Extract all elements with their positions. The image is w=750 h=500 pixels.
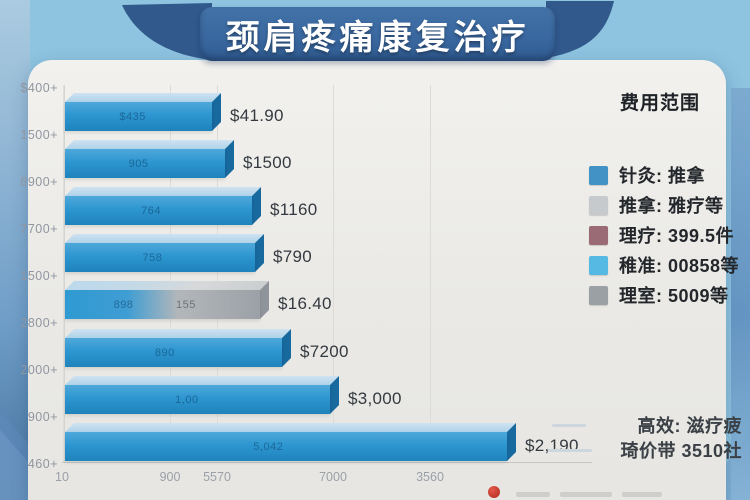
gridline bbox=[333, 85, 334, 462]
bar bbox=[65, 384, 330, 414]
title-banner: 颈肩疼痛康复治疗 bbox=[200, 7, 555, 61]
bar-value-label: $1500 bbox=[243, 153, 292, 173]
bar-top-face bbox=[65, 375, 339, 385]
y-axis-label: 460+ bbox=[27, 457, 58, 471]
gridline bbox=[170, 85, 171, 462]
note-text: 高效: 滋疗疲 bbox=[637, 416, 742, 436]
bar-top-face bbox=[65, 187, 261, 197]
note-text: 琦价带 3510社 bbox=[620, 441, 742, 461]
gridline bbox=[430, 85, 431, 462]
legend-item-label: 理疗: 399.5件 bbox=[619, 226, 735, 246]
red-dot-icon bbox=[488, 486, 500, 498]
legend-item: 针灸: 推拿 bbox=[589, 165, 705, 186]
bar bbox=[65, 337, 282, 367]
legend-item: 理室: 5009等 bbox=[589, 285, 729, 306]
bar-top-face bbox=[65, 422, 516, 432]
x-axis-tick-label: 5570 bbox=[203, 470, 231, 484]
bar-inner-label: 758 bbox=[142, 252, 163, 265]
bar-value-label: $790 bbox=[273, 247, 313, 267]
bar bbox=[65, 431, 507, 461]
bar-top-face bbox=[65, 140, 234, 150]
bar bbox=[65, 102, 212, 131]
x-axis-tick-label: 3560 bbox=[416, 470, 444, 484]
note-dash-line bbox=[548, 449, 592, 452]
bar-top-face bbox=[65, 93, 221, 102]
y-axis-label: 7700+ bbox=[20, 222, 58, 236]
bar-value-label: $3,000 bbox=[348, 388, 402, 408]
bar-value-label: $2,190 bbox=[525, 435, 579, 455]
right-blue-strip bbox=[731, 88, 750, 500]
bar-inner-label: 764 bbox=[141, 205, 161, 218]
y-axis-label: 1500+ bbox=[20, 128, 58, 142]
y-axis-label: 8900+ bbox=[20, 175, 58, 189]
bar-top-face bbox=[65, 281, 269, 291]
bar-value-label: $16.40 bbox=[278, 294, 332, 314]
bar bbox=[65, 243, 255, 273]
y-axis-label: 1500+ bbox=[20, 269, 58, 283]
banner-right-tail bbox=[546, 1, 614, 58]
y-axis-label: 900+ bbox=[27, 410, 58, 424]
bar-value-label: $1160 bbox=[270, 200, 318, 220]
gridline bbox=[217, 85, 218, 462]
cutoff-text-smudge bbox=[622, 492, 662, 497]
bar-inner-label: 898 bbox=[113, 299, 134, 312]
legend-item: 稚准: 00858等 bbox=[589, 255, 740, 276]
bar-inner-label: 1,00 bbox=[175, 393, 199, 406]
bar-top-face bbox=[65, 234, 264, 244]
bar-inner-label: 5,042 bbox=[253, 440, 284, 453]
bar-inner-label: $435 bbox=[119, 111, 146, 123]
bar bbox=[65, 196, 252, 226]
cutoff-text-smudge bbox=[560, 492, 612, 497]
legend-item: 理疗: 399.5件 bbox=[589, 225, 735, 246]
legend-item-label: 针灸: 推拿 bbox=[619, 166, 705, 186]
bar-inner-label: 905 bbox=[128, 158, 149, 171]
bar-value-label: $7200 bbox=[300, 341, 349, 361]
bar bbox=[65, 149, 225, 179]
y-axis-label: 2000+ bbox=[20, 363, 58, 377]
bar-top-face bbox=[65, 328, 291, 338]
bar bbox=[65, 290, 260, 320]
legend-item: 推拿: 雅疗等 bbox=[589, 195, 724, 216]
y-axis-label: $400+ bbox=[20, 81, 58, 95]
y-axis-label: 2800+ bbox=[20, 316, 58, 330]
legend-swatch-icon bbox=[589, 285, 608, 305]
bar-inner-label: 155 bbox=[175, 299, 196, 312]
legend-swatch-icon bbox=[589, 165, 608, 185]
legend-swatch-icon bbox=[589, 255, 608, 275]
cutoff-text-smudge bbox=[516, 492, 550, 497]
x-axis-tick-label: 10 bbox=[55, 470, 69, 484]
legend-item-label: 推拿: 雅疗等 bbox=[619, 196, 724, 216]
x-axis-line bbox=[62, 462, 592, 463]
legend-item-label: 稚准: 00858等 bbox=[619, 256, 740, 276]
x-axis-tick-label: 7000 bbox=[319, 470, 347, 484]
x-axis-tick-label: 900 bbox=[159, 470, 181, 484]
banner-left-tail bbox=[122, 3, 212, 60]
note-dash-line bbox=[552, 424, 586, 427]
page-title: 颈肩疼痛康复治疗 bbox=[225, 18, 530, 57]
legend-swatch-icon bbox=[589, 195, 608, 215]
legend-swatch-icon bbox=[589, 225, 608, 245]
y-axis-line bbox=[63, 85, 65, 462]
legend-title: 费用范围 bbox=[619, 93, 700, 114]
bar-inner-label: 890 bbox=[154, 346, 175, 359]
banner-ribbon-tails bbox=[122, 1, 614, 60]
legend-item-label: 理室: 5009等 bbox=[619, 286, 729, 306]
bar-value-label: $41.90 bbox=[230, 106, 284, 125]
